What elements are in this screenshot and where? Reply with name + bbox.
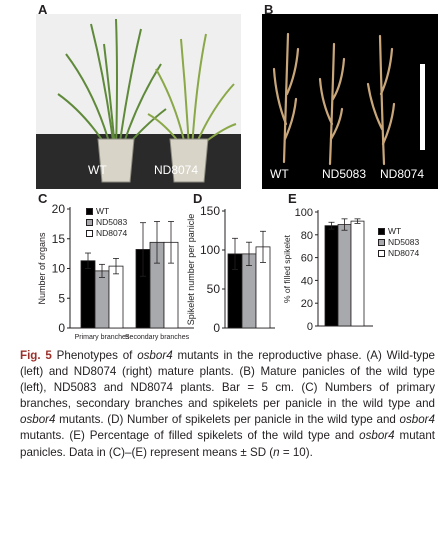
figure-caption: Fig. 5 Phenotypes of osbor4 mutants in t… [20,348,435,461]
y-tick-label: 0 [307,321,313,333]
panicles-illustration [262,14,438,189]
y-tick-label: 20 [301,298,313,310]
legend-e-item-wt: WT [378,226,419,237]
panel-letter-e: E [288,191,297,206]
caption-text-4: mutants. (E) Percentage of filled spikel… [20,429,360,443]
caption-gene-2: osbor4 [20,413,56,427]
legend-c: WT ND5083 ND8074 [86,206,127,239]
legend-e-swatch-wt [378,228,385,235]
caption-gene-3: osbor4 [399,413,435,427]
legend-e-item-nd8074: ND8074 [378,248,419,259]
chart-spikelet-number: 0 50 100 150 Spikelet number per panicle [186,193,277,351]
y-tick-label: 5 [58,291,65,305]
label-nd8074-panicle: ND8074 [380,167,425,181]
y-tick-label: 150 [200,204,220,218]
bar-wt [80,260,96,329]
y-tick-label: 50 [207,282,221,296]
y-tick-label: 15 [52,232,66,246]
legend-swatch-nd8074 [86,230,93,237]
y-tick-label: 100 [200,243,220,257]
y-tick-label: 60 [301,253,313,265]
legend-item-nd8074: ND8074 [86,228,127,239]
legend-label-nd8074: ND8074 [96,228,128,238]
photo-panicles: WT ND5083 ND8074 [262,14,438,189]
x-category-label: Primary branches [75,334,130,341]
panel-letter-d: D [193,191,203,206]
y-tick-label: 40 [301,275,313,287]
caption-text-2: mutants in the reproductive phase. (A) W… [20,349,435,411]
bar-nd5083 [337,224,352,327]
rice-plants-illustration [36,14,241,189]
caption-text-5: mutant panicles. Data in (C)–(E) represe… [20,429,435,459]
legend-label-nd5083: ND5083 [96,217,128,227]
legend-e-label-nd8074: ND8074 [388,248,420,258]
legend-item-wt: WT [86,206,127,217]
chart-c-svg: 0 5 10 15 20 Number of organs Primary branches… [37,202,194,341]
label-nd5083-panicle: ND5083 [322,167,367,181]
bar-wt [324,225,339,327]
legend-e-label-wt: WT [388,226,402,236]
y-axis-label: % of filled spikelet [282,234,292,303]
panel-letter-a: A [38,2,48,17]
panel-letter-c: C [38,191,48,206]
caption-text-3: mutants. (D) Number of spikelets per pan… [55,413,400,427]
legend-e-item-nd5083: ND5083 [378,237,419,248]
bar-nd8074 [350,220,365,327]
caption-gene-4: osbor4 [359,429,395,443]
y-tick-label: 100 [295,207,313,219]
figure-label: Fig. 5 [20,349,52,362]
bar-nd8074 [108,265,124,329]
caption-gene-1: osbor4 [137,349,173,362]
legend-e-swatch-nd8074 [378,250,385,257]
y-tick-label: 10 [52,262,66,276]
caption-text-1: Phenotypes of [56,349,138,362]
label-nd8074-plant: ND8074 [154,163,199,177]
legend-item-nd5083: ND5083 [86,217,127,228]
x-category-label: Secondary branches [125,334,190,341]
panel-letter-b: B [264,2,274,17]
y-axis-label: Number of organs [37,232,47,305]
caption-n-variable: n [273,445,280,459]
scale-bar [420,64,425,150]
y-tick-label: 0 [213,321,220,335]
y-tick-label: 20 [52,202,66,216]
chart-filled-spikelet: 0 20 40 60 80 100 % of filled spikelet WT ND50… [282,193,438,333]
y-tick-label: 80 [301,230,313,242]
y-axis-label: Spikelet number per panicle [186,214,196,326]
legend-swatch-nd5083 [86,219,93,226]
y-tick-label: 0 [58,321,65,335]
legend-e-swatch-nd5083 [378,239,385,246]
label-wt-plant: WT [88,163,107,177]
bar-nd5083 [94,270,110,329]
label-wt-panicle: WT [270,167,289,181]
legend-swatch-wt [86,208,93,215]
legend-e-label-nd5083: ND5083 [388,237,420,247]
chart-e-svg: 0 20 40 60 80 100 % of filled spikelet [282,207,373,333]
chart-d-svg: 0 50 100 150 Spikelet number per panicle [186,204,275,335]
photo-mature-plants: WT ND8074 [36,14,241,189]
chart-organ-numbers: 0 5 10 15 20 Number of organs Primary branches… [36,193,196,351]
legend-label-wt: WT [96,206,110,216]
legend-e: WT ND5083 ND8074 [378,226,419,259]
caption-text-6: = 10). [279,445,313,459]
